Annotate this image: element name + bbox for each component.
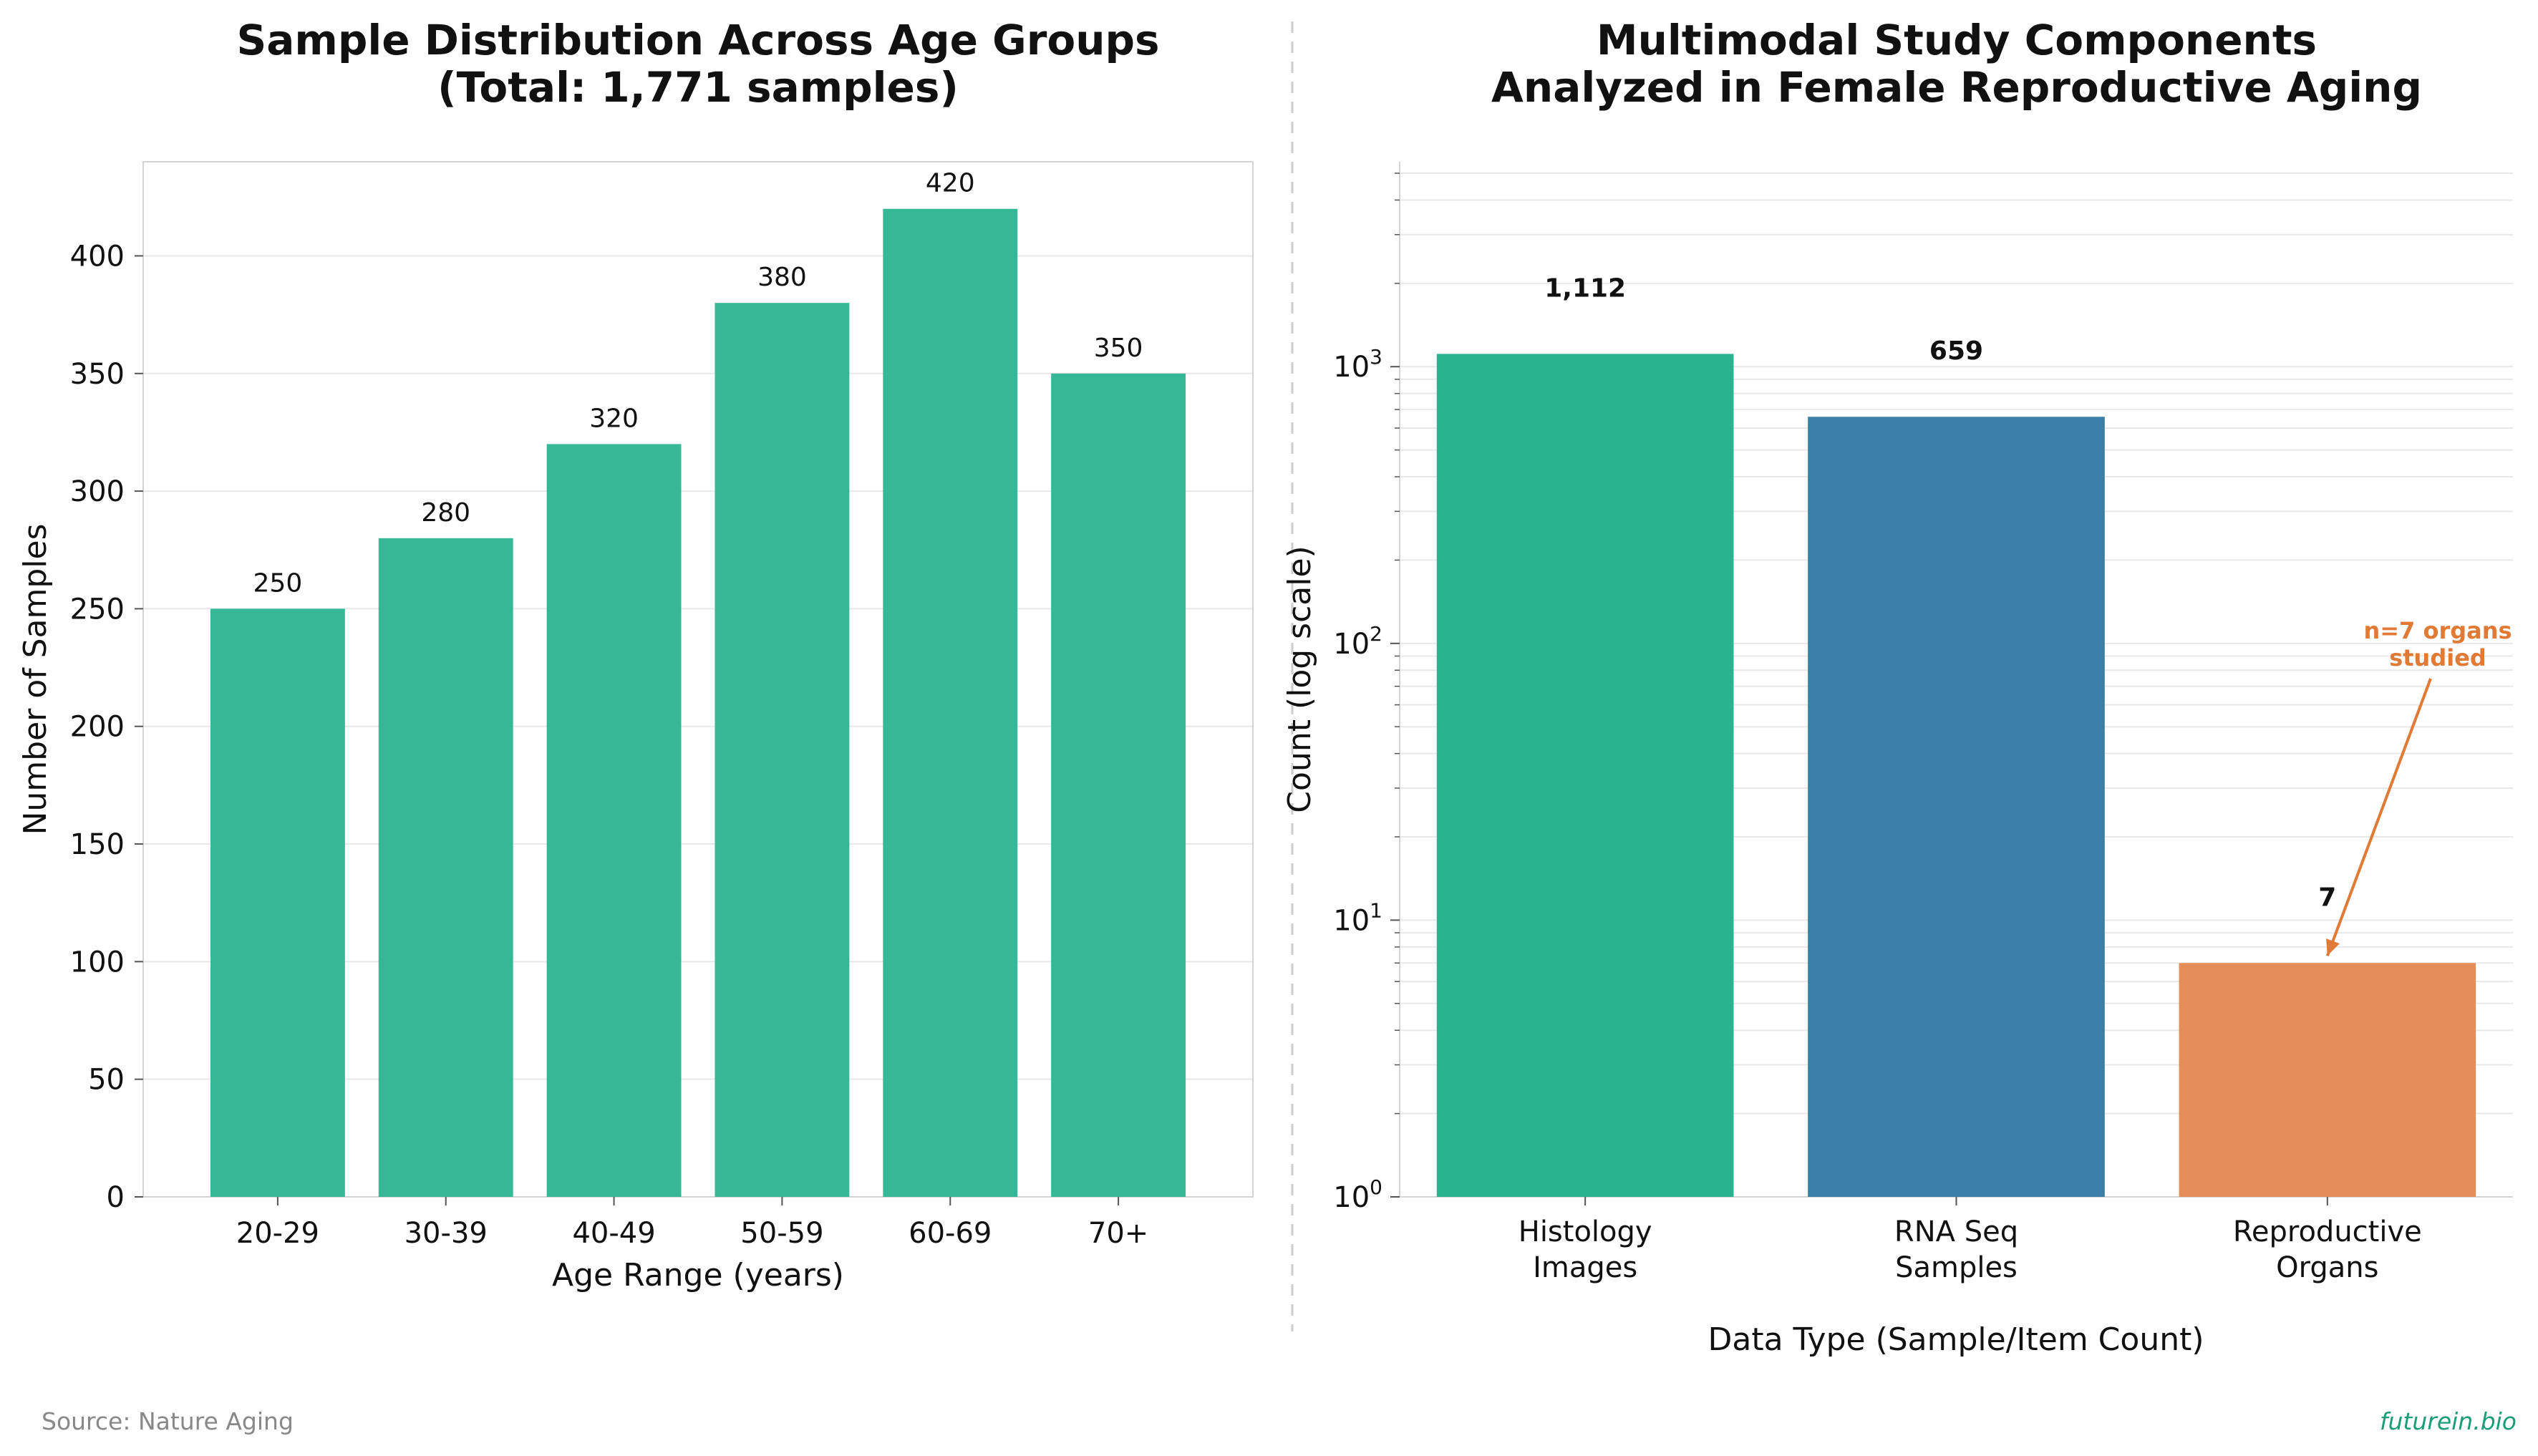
- source-note: Source: Nature Aging: [42, 1407, 294, 1435]
- left-bar-value-label: 420: [926, 169, 975, 198]
- right-x-tick-label: Samples: [1895, 1251, 2018, 1284]
- left-y-tick-label: 400: [70, 240, 125, 273]
- right-y-tick-exponent: 2: [1370, 622, 1382, 646]
- annotation-text-line: studied: [2389, 644, 2486, 671]
- right-y-tick-base: 10: [1333, 1181, 1370, 1214]
- right-y-tick-base: 10: [1333, 628, 1370, 661]
- left-bar-50-59: [715, 303, 850, 1197]
- annotation-arrow-head: [2326, 938, 2340, 956]
- right-chart: Multimodal Study Components Analyzed in …: [1282, 16, 2513, 1358]
- left-y-tick-label: 100: [70, 946, 125, 979]
- right-bar-rna-seq-samples: [1808, 417, 2105, 1198]
- right-x-tick-label: Reproductive: [2233, 1215, 2422, 1248]
- left-bar-20-29: [210, 608, 345, 1197]
- left-bar-value-label: 250: [253, 568, 303, 598]
- left-bar-value-label: 350: [1094, 334, 1143, 363]
- right-bar-histology-images: [1436, 354, 1734, 1197]
- right-x-tick-label: Organs: [2276, 1251, 2378, 1284]
- left-y-axis-label: Number of Samples: [17, 523, 54, 835]
- left-y-ticks: 0 50 100 150 200 250 300 350 400: [70, 240, 143, 1214]
- right-x-tick-label: Images: [1533, 1251, 1637, 1284]
- right-y-tick-exponent: 3: [1370, 345, 1382, 369]
- right-bar-value-label: 659: [1929, 336, 1983, 366]
- right-y-tick-exponent: 0: [1370, 1175, 1382, 1199]
- left-y-tick-label: 300: [70, 475, 125, 508]
- left-x-tick-label: 30-39: [405, 1217, 488, 1250]
- left-chart: Sample Distribution Across Age Groups (T…: [17, 16, 1254, 1294]
- right-y-tick-label: 100: [1333, 1175, 1382, 1214]
- right-x-tick-label: RNA Seq: [1894, 1215, 2018, 1248]
- left-chart-title-line-2: (Total: 1,771 samples): [437, 63, 959, 112]
- left-x-tick-label: 60-69: [909, 1217, 992, 1250]
- left-bar-value-label: 320: [589, 404, 639, 433]
- left-bars: 250 280 320 380 420 350: [210, 169, 1186, 1197]
- left-y-tick-label: 50: [88, 1064, 125, 1097]
- left-y-tick-label: 200: [70, 711, 125, 744]
- left-y-tick-label: 250: [70, 593, 125, 626]
- left-y-tick-label: 350: [70, 358, 125, 391]
- right-chart-title-line-1: Multimodal Study Components: [1597, 16, 2317, 64]
- right-y-tick-exponent: 1: [1370, 898, 1382, 922]
- annotation-text-line: n=7 organs: [2363, 617, 2512, 644]
- left-y-tick-label: 150: [70, 828, 125, 861]
- right-x-tick-label: Histology: [1519, 1215, 1652, 1248]
- left-bar-value-label: 280: [421, 498, 470, 528]
- right-bar-value-label: 1,112: [1544, 273, 1626, 303]
- left-x-axis-label: Age Range (years): [552, 1257, 844, 1294]
- left-bar-60-69: [883, 208, 1018, 1197]
- left-bar-30-39: [378, 538, 513, 1197]
- right-y-tick-label: 103: [1333, 345, 1382, 384]
- right-y-tick-base: 10: [1333, 351, 1370, 384]
- left-bar-70+: [1051, 373, 1186, 1197]
- left-y-tick-label: 0: [107, 1181, 125, 1214]
- left-x-tick-label: 50-59: [740, 1217, 823, 1250]
- left-plot-frame: [142, 161, 1254, 1198]
- right-y-tick-label: 102: [1333, 622, 1382, 661]
- annotation-arrow-shaft: [2325, 678, 2432, 956]
- right-bars: 1,112 659 7: [1436, 273, 2476, 1198]
- left-x-tick-label: 70+: [1088, 1217, 1148, 1250]
- right-y-tick-base: 10: [1333, 904, 1370, 937]
- right-y-axis-label: Count (log scale): [1282, 545, 1318, 812]
- left-bar-value-label: 380: [757, 263, 807, 292]
- left-bar-40-49: [546, 444, 682, 1197]
- right-y-tick-label: 101: [1333, 898, 1382, 937]
- left-x-ticks: 20-29 30-39 40-49 50-59 60-69 70+: [236, 1197, 1148, 1250]
- left-x-tick-label: 20-29: [236, 1217, 319, 1250]
- left-x-tick-label: 40-49: [572, 1217, 655, 1250]
- right-chart-title-line-2: Analyzed in Female Reproductive Aging: [1491, 63, 2422, 112]
- right-x-axis-label: Data Type (Sample/Item Count): [1708, 1321, 2204, 1358]
- right-bar-reproductive-organs: [2179, 963, 2476, 1197]
- brand-mark: futurein.bio: [2380, 1407, 2517, 1435]
- left-chart-title-line-1: Sample Distribution Across Age Groups: [236, 16, 1159, 64]
- right-bar-value-label: 7: [2318, 883, 2336, 912]
